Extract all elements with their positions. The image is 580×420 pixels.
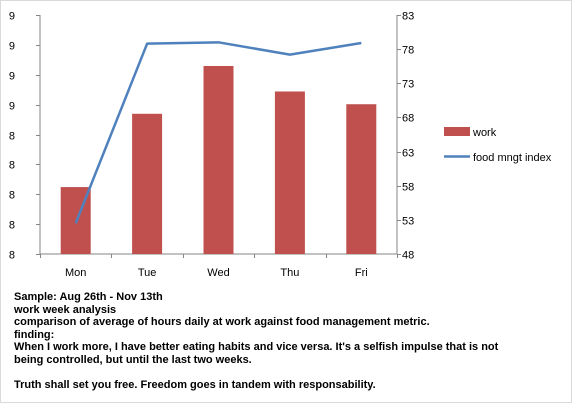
sample-period: Sample: Aug 26th - Nov 13th xyxy=(14,291,163,303)
x-tick-label: Wed xyxy=(207,267,229,279)
bar-wed xyxy=(203,65,234,254)
food-mngt-index-line xyxy=(74,41,362,224)
left-tick-label: 8 xyxy=(9,250,15,262)
closing-quote: Truth shall set you free. Freedom goes i… xyxy=(14,378,376,391)
finding-label: finding: xyxy=(14,328,55,341)
analysis-type: work week analysis xyxy=(14,303,117,316)
x-tick-label: Fri xyxy=(355,267,368,279)
bar-tue xyxy=(132,113,163,254)
line-series-food-mngt-index xyxy=(74,41,362,224)
bar-thu xyxy=(274,91,305,254)
right-tick-label: 68 xyxy=(402,113,414,125)
legend: work food mngt index xyxy=(444,127,552,164)
right-tick-label: 78 xyxy=(402,45,414,57)
left-tick-label: 8 xyxy=(9,220,15,232)
finding-text-2: being controlled, but until the last two… xyxy=(14,353,252,366)
right-tick-label: 58 xyxy=(402,182,414,194)
finding-text-1: When I work more, I have better eating h… xyxy=(14,341,499,353)
legend-label-work: work xyxy=(472,127,497,139)
right-tick-label: 83 xyxy=(402,11,414,23)
right-tick-label: 63 xyxy=(402,148,414,160)
analysis-description: comparison of average of hours daily at … xyxy=(14,316,430,328)
right-tick-label: 53 xyxy=(402,216,414,228)
left-tick-label: 9 xyxy=(9,71,15,83)
left-tick-label: 8 xyxy=(9,131,15,143)
left-tick-label: 8 xyxy=(9,160,15,172)
left-tick-label: 8 xyxy=(9,190,15,202)
x-tick-label: Mon xyxy=(65,267,86,279)
x-tick-label: Thu xyxy=(280,267,299,279)
legend-label-food-mngt-index: food mngt index xyxy=(473,152,552,164)
bar-fri xyxy=(346,104,377,254)
legend-swatch-work xyxy=(444,127,470,136)
left-tick-label: 9 xyxy=(9,101,15,113)
x-tick-label: Tue xyxy=(138,267,157,279)
bar-series-work xyxy=(60,65,377,254)
chart-frame xyxy=(0,0,572,403)
left-tick-label: 9 xyxy=(9,11,15,23)
right-tick-label: 73 xyxy=(402,79,414,91)
tick-labels: 8 8 8 8 8 9 9 9 9 48 53 58 63 68 73 78 83 Mon Tue Wed Thu Fri xyxy=(9,11,414,280)
left-tick-label: 9 xyxy=(9,41,15,53)
right-tick-label: 48 xyxy=(402,250,414,262)
notes-panel: Sample: Aug 26th - Nov 13th work week an… xyxy=(14,291,570,391)
